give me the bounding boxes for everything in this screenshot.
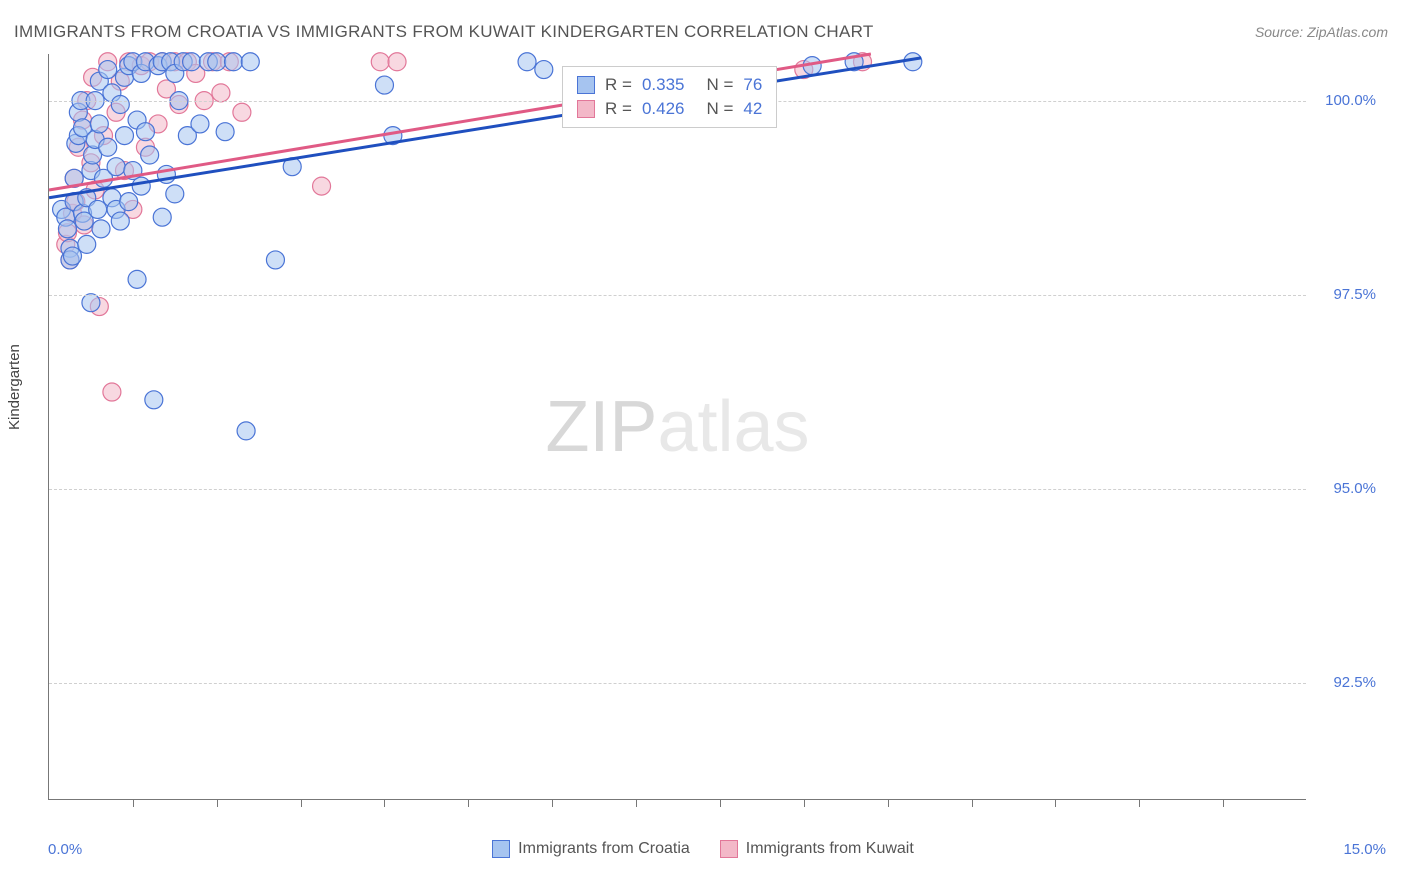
legend-label-1: Immigrants from Kuwait: [746, 840, 914, 858]
x-tick: [1223, 799, 1224, 807]
data-point: [120, 193, 138, 211]
stats-r-label-1: R =: [605, 99, 632, 119]
data-point: [233, 103, 251, 121]
x-tick: [804, 799, 805, 807]
data-point: [107, 158, 125, 176]
y-tick-label: 92.5%: [1316, 674, 1376, 691]
data-point: [103, 383, 121, 401]
data-point: [111, 96, 129, 114]
data-point: [141, 146, 159, 164]
data-point: [111, 212, 129, 230]
stats-r-val-1: 0.426: [642, 99, 685, 119]
legend-item-0: Immigrants from Croatia: [492, 840, 690, 858]
stats-swatch-0: [577, 76, 595, 94]
x-tick: [1139, 799, 1140, 807]
data-point: [237, 422, 255, 440]
data-point: [128, 270, 146, 288]
data-point: [212, 84, 230, 102]
data-point: [92, 220, 110, 238]
x-tick: [888, 799, 889, 807]
data-point: [99, 61, 117, 79]
data-point: [153, 208, 171, 226]
x-tick: [217, 799, 218, 807]
data-point: [78, 235, 96, 253]
grid-line: [49, 489, 1306, 490]
data-point: [115, 127, 133, 145]
legend-label-0: Immigrants from Croatia: [518, 840, 690, 858]
data-point: [58, 220, 76, 238]
x-tick: [720, 799, 721, 807]
y-tick-label: 95.0%: [1316, 480, 1376, 497]
data-point: [216, 123, 234, 141]
data-point: [371, 53, 389, 71]
stats-legend-box: R = 0.335 N = 76 R = 0.426 N = 42: [562, 66, 777, 128]
data-point: [99, 138, 117, 156]
data-point: [82, 294, 100, 312]
data-point: [90, 115, 108, 133]
x-tick: [636, 799, 637, 807]
stats-r-val-0: 0.335: [642, 75, 685, 95]
chart-title: IMMIGRANTS FROM CROATIA VS IMMIGRANTS FR…: [14, 22, 874, 42]
stats-swatch-1: [577, 100, 595, 118]
data-point: [166, 185, 184, 203]
data-point: [375, 76, 393, 94]
x-tick: [384, 799, 385, 807]
data-point: [132, 177, 150, 195]
legend-item-1: Immigrants from Kuwait: [720, 840, 914, 858]
data-point: [388, 53, 406, 71]
legend-swatch-0: [492, 840, 510, 858]
y-tick-label: 100.0%: [1316, 92, 1376, 109]
stats-r-label-0: R =: [605, 75, 632, 95]
source-label: Source: ZipAtlas.com: [1255, 24, 1388, 40]
data-point: [183, 53, 201, 71]
x-tick: [133, 799, 134, 807]
bottom-legend: Immigrants from Croatia Immigrants from …: [0, 840, 1406, 858]
data-point: [136, 123, 154, 141]
data-point: [191, 115, 209, 133]
stats-n-val-0: 76: [743, 75, 762, 95]
plot-area: ZIPatlas 92.5%95.0%97.5%100.0%: [48, 54, 1306, 800]
x-tick: [552, 799, 553, 807]
data-point: [225, 53, 243, 71]
grid-line: [49, 683, 1306, 684]
stats-n-label-1: N =: [706, 99, 733, 119]
stats-row-1: R = 0.426 N = 42: [577, 97, 762, 121]
stats-row-0: R = 0.335 N = 76: [577, 73, 762, 97]
x-tick: [972, 799, 973, 807]
data-point: [208, 53, 226, 71]
data-point: [313, 177, 331, 195]
x-tick: [468, 799, 469, 807]
legend-swatch-1: [720, 840, 738, 858]
data-point: [904, 53, 922, 71]
x-tick: [301, 799, 302, 807]
data-point: [535, 61, 553, 79]
data-point: [266, 251, 284, 269]
y-axis-label: Kindergarten: [6, 344, 23, 430]
x-tick: [1055, 799, 1056, 807]
data-point: [518, 53, 536, 71]
data-point: [241, 53, 259, 71]
y-tick-label: 97.5%: [1316, 286, 1376, 303]
data-point: [145, 391, 163, 409]
stats-n-label-0: N =: [706, 75, 733, 95]
chart-svg: [49, 54, 1306, 799]
grid-line: [49, 295, 1306, 296]
stats-n-val-1: 42: [743, 99, 762, 119]
